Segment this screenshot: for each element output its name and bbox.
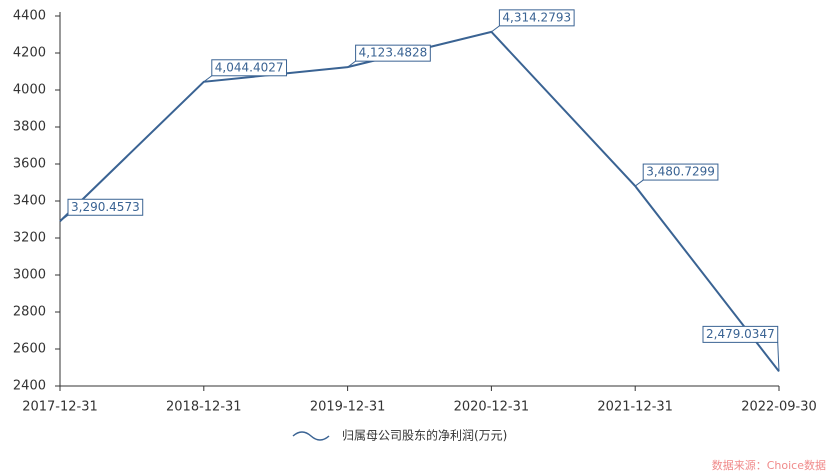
data-label-box — [642, 163, 719, 181]
data-label-box — [211, 59, 288, 77]
y-tick-label: 3200 — [13, 231, 46, 246]
y-tick-label: 2600 — [13, 342, 46, 357]
y-tick-label: 3800 — [13, 120, 46, 135]
data-label: 4,123.4828 — [359, 46, 428, 60]
data-label: 3,480.7299 — [646, 165, 715, 179]
x-tick-label: 2022-09-30 — [741, 400, 817, 415]
source: 数据来源：Choice数据 — [712, 458, 826, 472]
y-tick-label: 4400 — [13, 9, 46, 24]
x-tick-label: 2021-12-31 — [597, 400, 673, 415]
x-tick-label: 2020-12-31 — [454, 400, 530, 415]
leader-line — [203, 75, 213, 83]
leader-line — [491, 25, 500, 33]
data-label-box — [702, 325, 779, 343]
leader-line — [634, 179, 644, 187]
data-label: 2,479.0347 — [706, 327, 775, 341]
leader-line — [347, 60, 356, 68]
legend-label: 归属母公司股东的净利润(万元) — [342, 428, 507, 443]
x-tick-label: 2017-12-31 — [22, 400, 98, 415]
data-label-box — [498, 9, 575, 27]
y-tick-label: 3400 — [13, 194, 46, 209]
y-tick-label: 2400 — [13, 379, 46, 394]
leader-line — [777, 342, 780, 372]
x-tick-label: 2019-12-31 — [310, 400, 386, 415]
x-tick-label: 2018-12-31 — [166, 400, 242, 415]
data-label: 4,314.2793 — [502, 10, 571, 24]
data-label: 3,290.4573 — [71, 200, 140, 214]
y-tick-label: 4200 — [13, 46, 46, 61]
data-label-box — [67, 198, 144, 216]
data-label: 4,044.4027 — [215, 60, 284, 74]
y-tick-label: 3600 — [13, 157, 46, 172]
data-label-box — [355, 44, 431, 62]
leader-line — [59, 214, 69, 222]
y-tick-label: 3000 — [13, 268, 46, 283]
line — [59, 30, 780, 372]
y-tick-label: 4000 — [13, 83, 46, 98]
legend-icon — [292, 431, 330, 441]
y-tick-label: 2800 — [13, 305, 46, 320]
